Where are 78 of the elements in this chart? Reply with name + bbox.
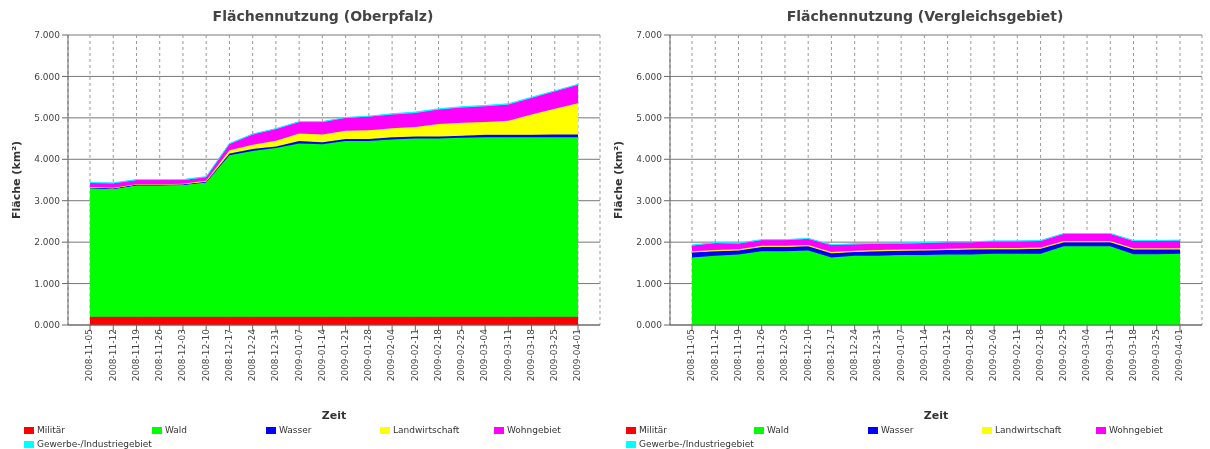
x-tick-label: 2009-03-25 bbox=[549, 329, 560, 382]
x-tick-label: 2009-01-07 bbox=[293, 329, 304, 382]
y-tick-label: 5.000 bbox=[636, 113, 663, 124]
y-tick-label: 0.000 bbox=[636, 320, 663, 331]
x-tick-label: 2009-02-18 bbox=[432, 328, 443, 382]
x-tick-label: 2008-11-19 bbox=[130, 328, 141, 382]
x-axis-title: Zeit bbox=[321, 409, 347, 422]
x-tick-label: 2009-02-04 bbox=[988, 328, 999, 382]
x-tick-label: 2008-12-03 bbox=[177, 329, 188, 382]
x-tick-label: 2009-01-21 bbox=[942, 329, 953, 382]
legend-label: Militär bbox=[639, 425, 668, 435]
x-tick-label: 2008-11-12 bbox=[709, 329, 720, 382]
x-tick-label: 2008-11-05 bbox=[686, 329, 697, 382]
x-tick-label: 2008-12-17 bbox=[223, 329, 234, 382]
y-tick-label: 3.000 bbox=[34, 195, 61, 206]
y-tick-label: 4.000 bbox=[636, 154, 663, 165]
y-tick-label: 1.000 bbox=[636, 278, 663, 289]
x-tick-label: 2009-03-04 bbox=[479, 328, 490, 382]
legend-label: Wohngebiet bbox=[1108, 425, 1163, 435]
y-tick-label: 1.000 bbox=[34, 278, 61, 289]
y-tick-label: 7.000 bbox=[34, 30, 61, 41]
x-tick-label: 2009-02-04 bbox=[386, 328, 397, 382]
chart-title: Flächennutzung (Vergleichsgebiet) bbox=[785, 8, 1065, 26]
x-tick-label: 2008-12-10 bbox=[200, 328, 211, 382]
y-tick-label: 2.000 bbox=[636, 237, 663, 248]
legend-label: Gewerbe-/Industriegebiet bbox=[37, 439, 152, 449]
y-tick-label: 0.000 bbox=[34, 320, 61, 331]
x-tick-label: 2008-11-19 bbox=[732, 328, 743, 382]
x-tick-label: 2008-12-24 bbox=[247, 328, 258, 382]
y-tick-label: 3.000 bbox=[636, 195, 663, 206]
x-tick-label: 2009-02-11 bbox=[409, 329, 420, 382]
x-tick-label: 2008-12-31 bbox=[872, 329, 883, 382]
x-tick-label: 2009-01-28 bbox=[363, 328, 374, 382]
y-tick-label: 6.000 bbox=[636, 71, 663, 82]
y-tick-label: 4.000 bbox=[34, 154, 61, 165]
x-tick-label: 2009-02-18 bbox=[1034, 328, 1045, 382]
y-axis-title: Fläche (km²) bbox=[9, 141, 23, 219]
x-tick-label: 2009-03-04 bbox=[1081, 328, 1092, 382]
x-tick-label: 2009-04-01 bbox=[572, 329, 583, 382]
x-tick-label: 2009-01-14 bbox=[918, 328, 929, 382]
legend-label: Wasser bbox=[278, 425, 312, 435]
x-tick-label: 2009-03-25 bbox=[1151, 329, 1162, 382]
legend-label: Wohngebiet bbox=[506, 425, 561, 435]
y-tick-label: 5.000 bbox=[34, 113, 61, 124]
x-tick-label: 2008-12-03 bbox=[779, 329, 790, 382]
x-tick-label: 2009-01-28 bbox=[965, 328, 976, 382]
legend-label: Wald bbox=[766, 425, 789, 435]
x-tick-label: 2008-11-05 bbox=[84, 329, 95, 382]
x-axis-title: Zeit bbox=[923, 409, 949, 422]
x-tick-label: 2009-02-11 bbox=[1011, 329, 1022, 382]
x-tick-label: 2009-03-11 bbox=[1104, 329, 1115, 382]
legend-label: Wasser bbox=[880, 425, 914, 435]
x-tick-label: 2009-03-18 bbox=[1127, 328, 1138, 382]
x-tick-label: 2008-11-12 bbox=[107, 329, 118, 382]
y-tick-label: 6.000 bbox=[34, 71, 61, 82]
x-tick-label: 2008-12-31 bbox=[270, 329, 281, 382]
x-tick-label: 2008-11-26 bbox=[154, 328, 165, 382]
x-tick-label: 2009-02-25 bbox=[1058, 329, 1069, 382]
x-tick-label: 2009-02-25 bbox=[456, 329, 467, 382]
legend-label: Gewerbe-/Industriegebiet bbox=[639, 439, 754, 449]
x-tick-label: 2008-12-10 bbox=[802, 328, 813, 382]
x-tick-label: 2009-03-18 bbox=[525, 328, 536, 382]
x-tick-label: 2009-01-21 bbox=[340, 329, 351, 382]
x-tick-label: 2009-01-07 bbox=[895, 329, 906, 382]
y-tick-label: 2.000 bbox=[34, 237, 61, 248]
chart-title: Flächennutzung (Oberpfalz) bbox=[211, 8, 435, 26]
y-tick-label: 7.000 bbox=[636, 30, 663, 41]
legend-label: Landwirtschaft bbox=[994, 425, 1062, 435]
x-tick-label: 2009-03-11 bbox=[502, 329, 513, 382]
y-axis-title: Fläche (km²) bbox=[611, 141, 625, 219]
x-tick-label: 2008-11-26 bbox=[756, 328, 767, 382]
x-tick-label: 2009-04-01 bbox=[1174, 329, 1185, 382]
x-tick-label: 2008-12-24 bbox=[849, 328, 860, 382]
legend-label: Landwirtschaft bbox=[392, 425, 460, 435]
legend-label: Wald bbox=[164, 425, 187, 435]
legend-label: Militär bbox=[37, 425, 66, 435]
x-tick-label: 2008-12-17 bbox=[825, 329, 836, 382]
x-tick-label: 2009-01-14 bbox=[316, 328, 327, 382]
